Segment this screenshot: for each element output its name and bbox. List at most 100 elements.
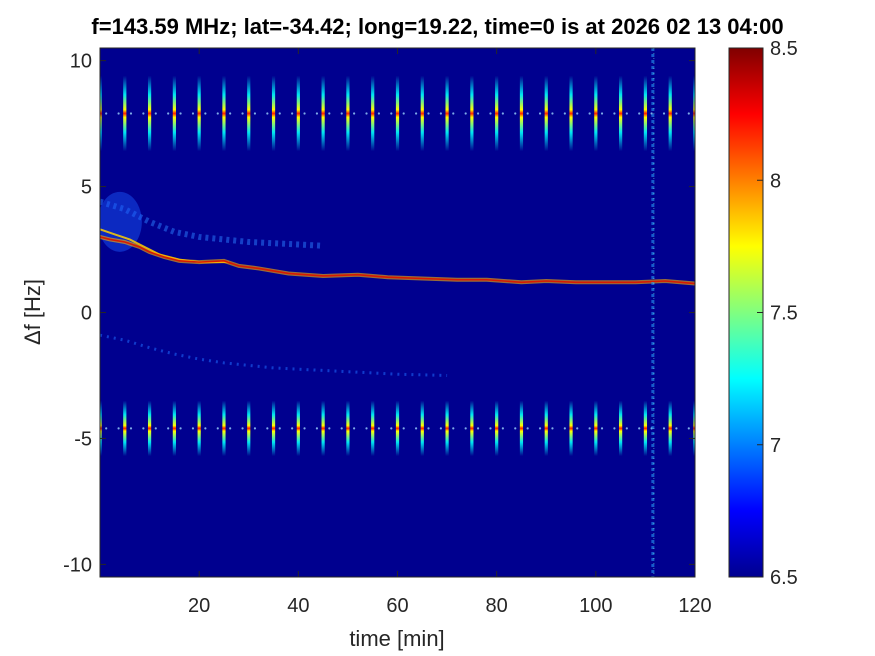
- lower-pulse-mark: [569, 400, 573, 457]
- upper-pulse-dot: [129, 112, 133, 115]
- upper-pulse-mark: [371, 75, 375, 152]
- upper-pulse-dot: [452, 112, 455, 115]
- lower-pulse-dot: [576, 427, 579, 430]
- upper-pulse-dot: [551, 112, 554, 115]
- lower-pulse-dot: [687, 427, 690, 430]
- upper-pulse-mark: [420, 75, 424, 152]
- lower-pulse-dot: [129, 427, 133, 430]
- lower-pulse-mark: [147, 400, 152, 457]
- upper-pulse-dot: [117, 112, 120, 115]
- lower-pulse-mark: [668, 400, 672, 457]
- upper-pulse-mark: [693, 75, 695, 152]
- upper-pulse-dot: [687, 112, 690, 115]
- lower-pulse-mark: [470, 400, 474, 457]
- lower-pulse-dot: [117, 427, 120, 430]
- lower-pulse-mark: [395, 400, 400, 457]
- upper-pulse-dot: [241, 112, 244, 115]
- lower-pulse-mark: [271, 400, 276, 457]
- lower-pulse-dot: [365, 427, 368, 430]
- upper-pulse-dot: [501, 112, 504, 115]
- lower-pulse-dot: [105, 427, 108, 430]
- lower-pulse-dot: [563, 427, 566, 430]
- upper-pulse-mark: [619, 75, 623, 152]
- lower-pulse-dot: [489, 427, 492, 430]
- colorbar-tick-label: 6.5: [770, 567, 798, 589]
- upper-pulse-dot: [489, 112, 492, 115]
- lower-pulse-mark: [321, 400, 325, 457]
- upper-pulse-dot: [600, 112, 604, 115]
- upper-pulse-mark: [519, 75, 524, 152]
- upper-pulse-dot: [142, 112, 145, 115]
- upper-pulse-mark: [470, 75, 474, 152]
- upper-pulse-dot: [167, 112, 170, 115]
- x-tick-label: 100: [579, 595, 612, 617]
- upper-pulse-dot: [526, 112, 529, 115]
- upper-pulse-dot: [105, 112, 108, 115]
- lower-pulse-mark: [519, 400, 524, 457]
- lower-pulse-dot: [204, 427, 207, 430]
- lower-pulse-dot: [266, 427, 269, 430]
- upper-pulse-dot: [613, 112, 616, 115]
- lower-pulse-dot: [167, 427, 170, 430]
- lower-pulse-dot: [514, 427, 517, 430]
- upper-pulse-dot: [662, 112, 666, 115]
- upper-pulse-mark: [197, 75, 201, 152]
- x-axis-label: time [min]: [349, 626, 444, 651]
- upper-pulse-dot: [514, 112, 517, 115]
- lower-pulse-mark: [371, 400, 375, 457]
- lower-pulse-dot: [427, 427, 430, 430]
- y-tick-label: -10: [63, 554, 92, 576]
- lower-pulse-dot: [291, 427, 294, 430]
- lower-pulse-mark: [693, 400, 695, 457]
- lower-pulse-dot: [179, 427, 182, 430]
- upper-pulse-mark: [544, 75, 548, 152]
- x-tick-label: 120: [678, 595, 711, 617]
- upper-pulse-dot: [315, 112, 319, 115]
- upper-pulse-dot: [588, 112, 591, 115]
- x-tick-label: 60: [386, 595, 408, 617]
- lower-pulse-dot: [476, 427, 480, 430]
- lower-pulse-dot: [303, 427, 306, 430]
- upper-pulse-mark: [594, 75, 598, 152]
- lower-pulse-dot: [353, 427, 356, 430]
- drift-trace: [100, 236, 695, 285]
- upper-pulse-dot: [154, 112, 157, 115]
- upper-pulse-dot: [638, 112, 641, 115]
- lower-pulse-mark: [346, 400, 350, 457]
- lower-pulse-dot: [501, 427, 504, 430]
- upper-pulse-mark: [569, 75, 573, 152]
- y-tick-label: 10: [70, 51, 92, 73]
- upper-pulse-mark: [346, 75, 350, 152]
- upper-pulse-dot: [328, 112, 331, 115]
- lower-pulse-dot: [538, 427, 542, 430]
- lower-pulse-dot: [278, 427, 281, 430]
- upper-pulse-dot: [390, 112, 393, 115]
- lower-pulse-dot: [613, 427, 616, 430]
- lower-pulse-dot: [142, 427, 145, 430]
- colorbar-tick-label: 8.5: [770, 38, 798, 60]
- upper-pulse-mark: [247, 75, 251, 152]
- colorbar-tick-label: 7: [770, 435, 781, 457]
- y-tick-label: 5: [81, 177, 92, 199]
- lower-pulse-mark: [100, 400, 102, 457]
- lower-pulse-mark: [296, 400, 300, 457]
- upper-pulse-dot: [278, 112, 281, 115]
- upper-pulse-mark: [172, 75, 176, 152]
- lower-pulse-mark: [172, 400, 176, 457]
- upper-pulse-dot: [402, 112, 405, 115]
- colorbar-tick-label: 7.5: [770, 303, 798, 325]
- upper-pulse-dot: [427, 112, 430, 115]
- lower-pulse-dot: [241, 427, 244, 430]
- lower-pulse-mark: [445, 400, 449, 457]
- upper-pulse-mark: [147, 75, 152, 152]
- lower-pulse-dot: [464, 427, 467, 430]
- lower-pulse-mark: [247, 400, 251, 457]
- lower-pulse-dot: [625, 427, 628, 430]
- lower-pulse-dot: [414, 427, 418, 430]
- lower-pulse-dot: [638, 427, 641, 430]
- y-tick-label: 0: [81, 303, 92, 325]
- lower-pulse-mark: [643, 400, 648, 457]
- upper-pulse-dot: [353, 112, 356, 115]
- upper-pulse-mark: [495, 75, 499, 152]
